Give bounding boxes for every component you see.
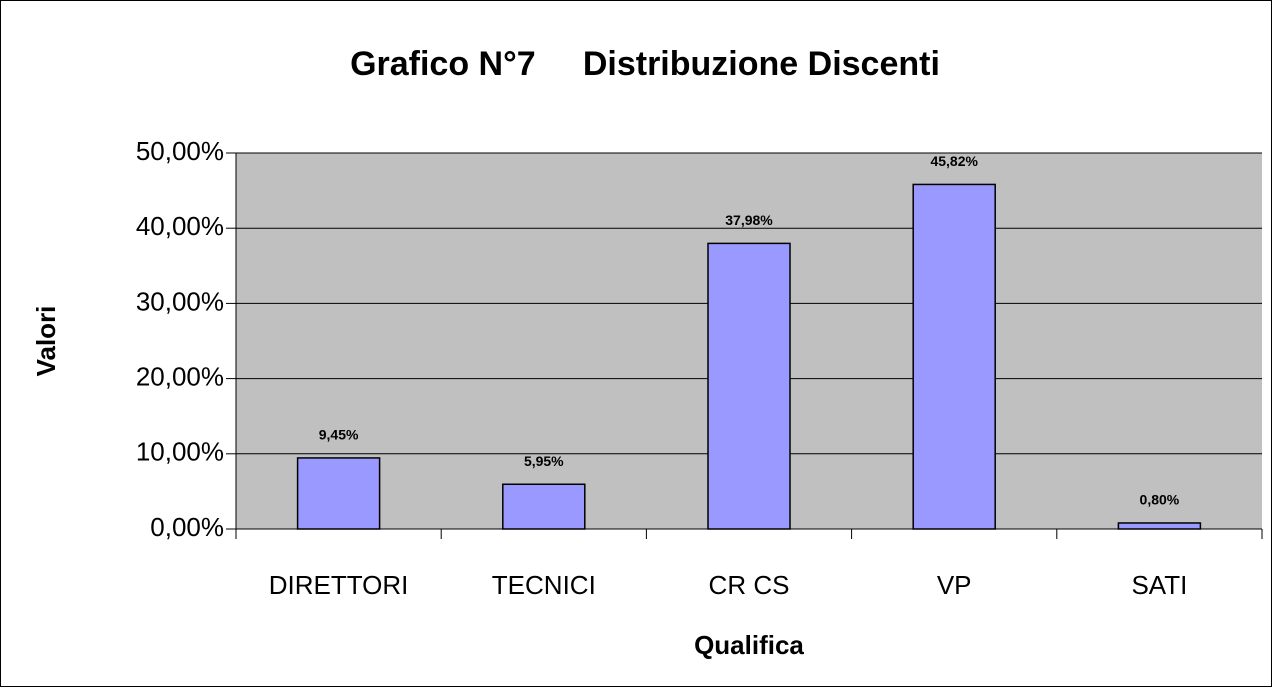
x-tick-label: TECNICI	[492, 570, 596, 600]
x-tick-label: DIRETTORI	[269, 570, 409, 600]
x-tick-label: VP	[937, 570, 972, 600]
y-tick-label: 20,00%	[136, 361, 224, 391]
x-tick-label: SATI	[1131, 570, 1187, 600]
data-label: 37,98%	[725, 212, 773, 228]
y-tick-label: 50,00%	[136, 136, 224, 166]
bar	[296, 457, 381, 530]
data-label: 9,45%	[319, 427, 359, 443]
y-axis-label: Valori	[31, 306, 61, 377]
bar	[912, 183, 996, 530]
bar	[1117, 522, 1202, 530]
data-label: 5,95%	[524, 453, 564, 469]
data-label: 0,80%	[1140, 492, 1180, 508]
x-tick-label: CR CS	[709, 570, 790, 600]
bar	[707, 242, 791, 530]
y-tick-label: 30,00%	[136, 286, 224, 316]
y-tick-label: 0,00%	[150, 512, 224, 542]
y-tick-label: 10,00%	[136, 437, 224, 467]
chart-title: Grafico N°7 Distribuzione Discenti	[350, 45, 940, 83]
x-axis-label: Qualifica	[694, 630, 804, 660]
bar	[502, 483, 586, 530]
data-label: 45,82%	[930, 153, 978, 169]
y-tick-label: 40,00%	[136, 211, 224, 241]
